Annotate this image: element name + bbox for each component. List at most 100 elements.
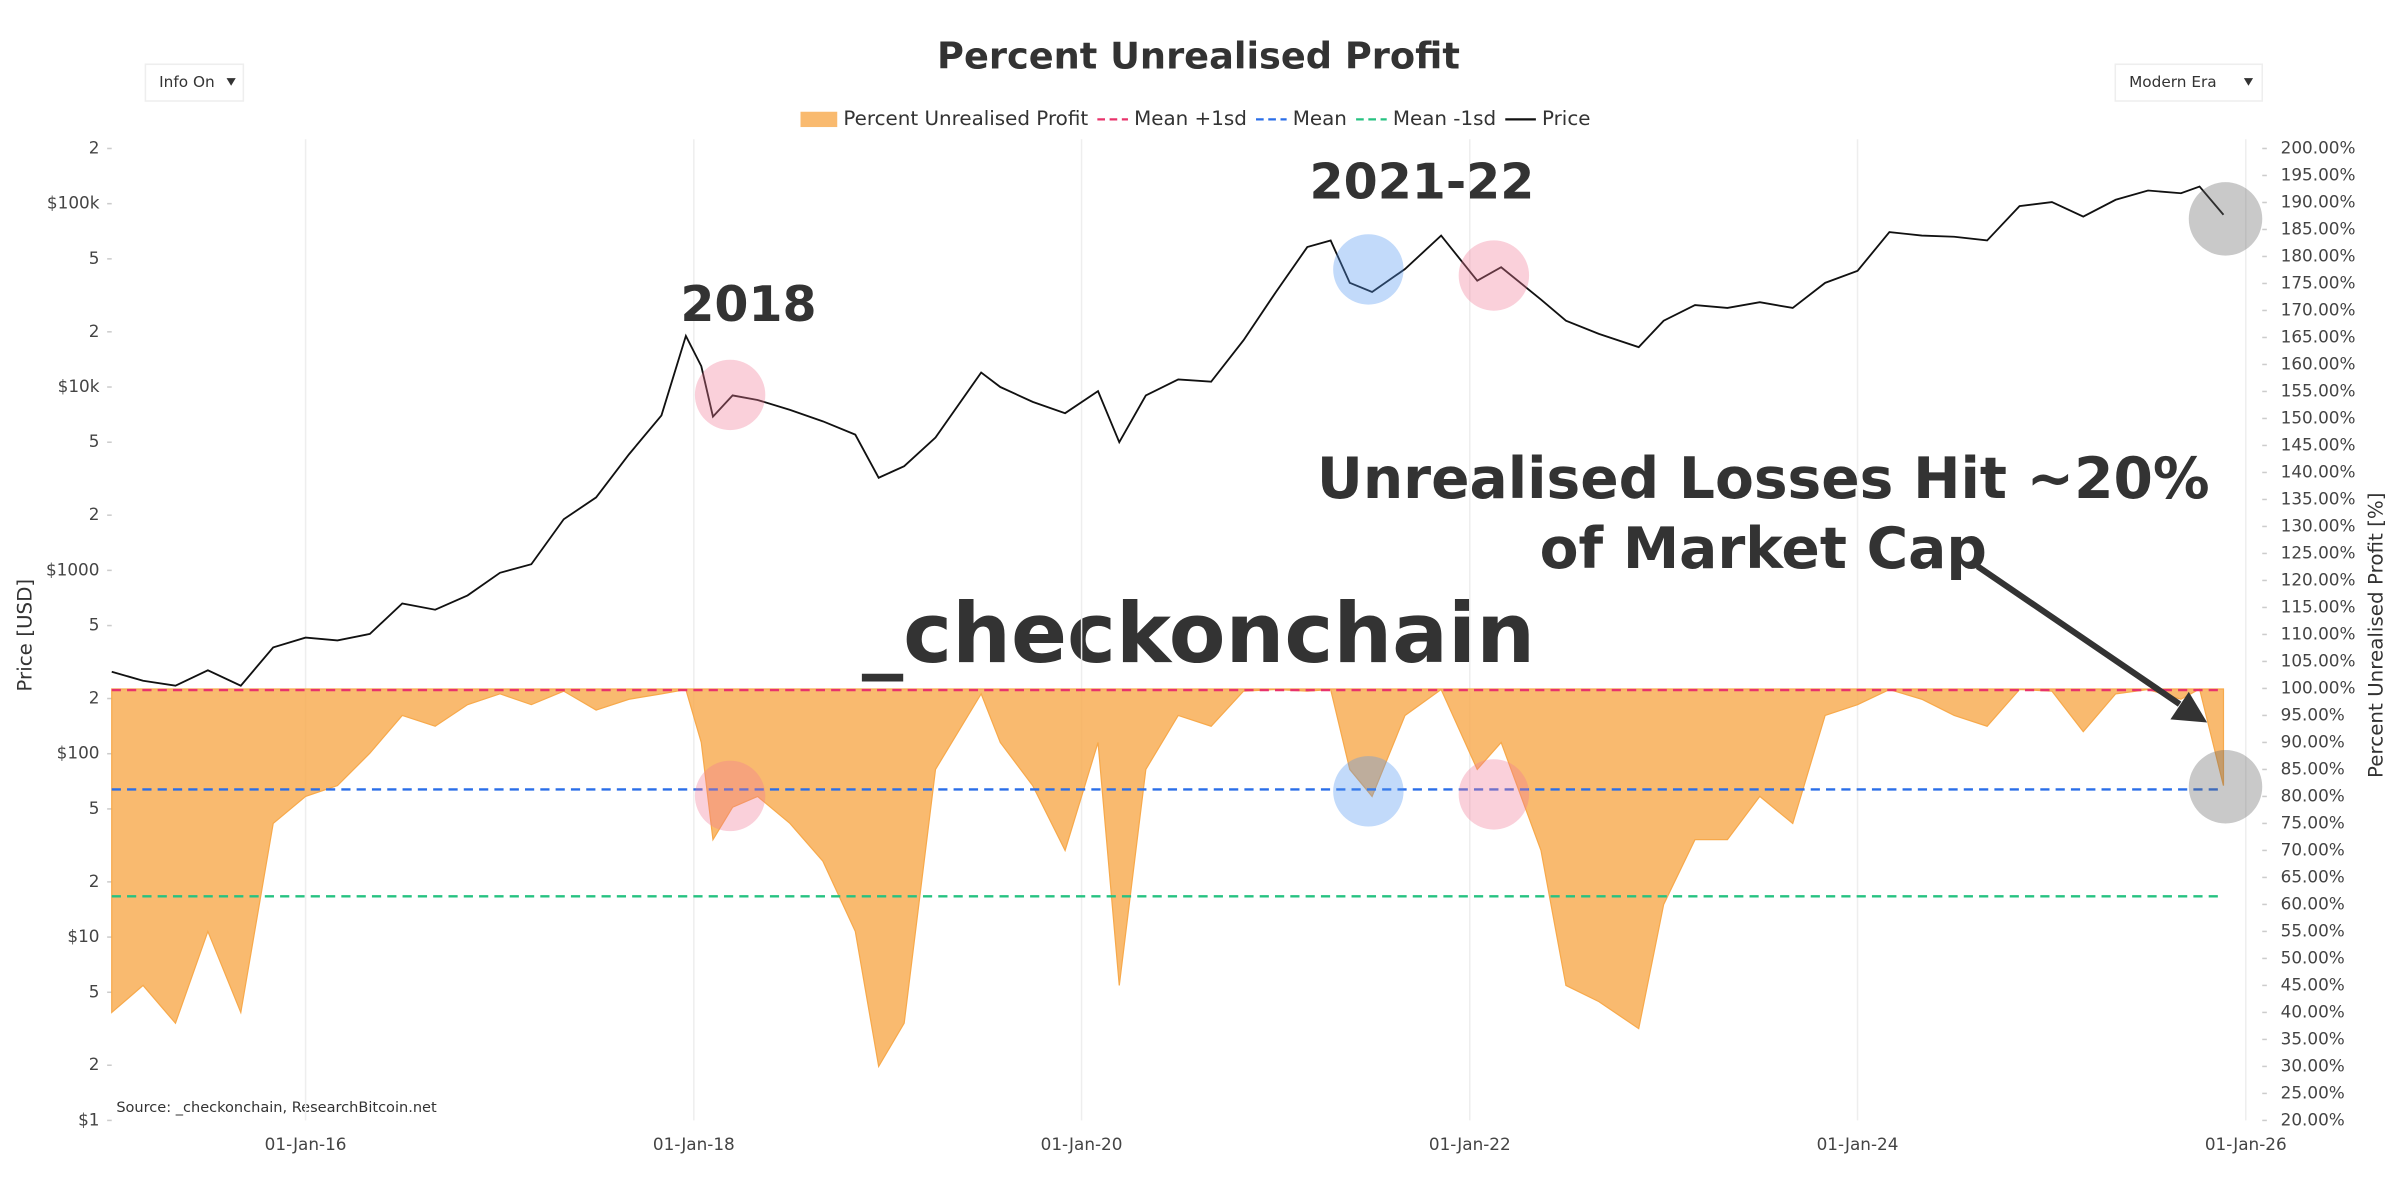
- dropdown-box[interactable]: [2114, 63, 2264, 102]
- x-tick-label: 01-Jan-16: [265, 1134, 347, 1154]
- dropdown-label[interactable]: Modern Era: [2129, 73, 2217, 91]
- legend-label: Price: [1542, 107, 1590, 130]
- area: [111, 688, 2225, 1069]
- highlight-circle: [1458, 759, 1530, 830]
- annotation: 2021-22: [1310, 154, 1535, 211]
- source-note: Source: _checkonchain, ResearchBitcoin.n…: [116, 1100, 437, 1116]
- y2-tick-label: 195.00%: [2281, 164, 2356, 184]
- legend: Percent Unrealised Profit Mean +1sd Mean Me…: [800, 107, 1590, 130]
- y2-tick-label: 145.00%: [2281, 434, 2356, 454]
- y2-tick-label: 65.00%: [2281, 866, 2345, 886]
- y2-tick-label: 110.00%: [2281, 623, 2356, 643]
- y2-tick-label: 55.00%: [2281, 920, 2345, 940]
- y2-tick-label: 75.00%: [2281, 812, 2345, 832]
- x-tick-label: 01-Jan-24: [1817, 1134, 1899, 1154]
- legend-swatch: [800, 111, 838, 128]
- arrow-head: [2170, 691, 2208, 723]
- y2-tick-label: 125.00%: [2281, 542, 2356, 562]
- y2-tick-label: 40.00%: [2281, 1001, 2345, 1021]
- highlight-circle: [694, 359, 766, 431]
- y2-tick-label: 115.00%: [2281, 596, 2356, 616]
- y2-tick-label: 170.00%: [2281, 299, 2356, 319]
- y2-tick-label: 80.00%: [2281, 785, 2345, 805]
- y-tick-label: 5: [89, 798, 100, 818]
- y2-tick-label: 200.00%: [2281, 137, 2356, 157]
- y2-tick-label: 30.00%: [2281, 1055, 2345, 1075]
- highlights: [694, 182, 2263, 832]
- y2-tick-label: 185.00%: [2281, 218, 2356, 238]
- highlight-circle: [2188, 182, 2263, 256]
- annotation: 2018: [680, 276, 816, 333]
- x-tick-label: 01-Jan-18: [653, 1134, 735, 1154]
- y-tick-label: $10k: [58, 376, 100, 396]
- highlight-circle: [1333, 234, 1404, 305]
- watermark: _checkonchain: [862, 586, 1535, 682]
- line: [111, 185, 2225, 687]
- y2-tick-label: 175.00%: [2281, 272, 2356, 292]
- legend-label: Mean: [1293, 107, 1347, 130]
- y-tick-label: 5: [89, 981, 100, 1001]
- y-tick-label: 2: [89, 504, 100, 524]
- y-tick-label: 5: [89, 248, 100, 268]
- highlight-circle: [2188, 750, 2263, 824]
- x-tick-label: 01-Jan-26: [2205, 1134, 2287, 1154]
- legend-label: Mean +1sd: [1134, 107, 1247, 130]
- y2-tick-label: 35.00%: [2281, 1028, 2345, 1048]
- y2-tick-label: 135.00%: [2281, 488, 2356, 508]
- y-tick-label: 2: [89, 1054, 100, 1074]
- chart-title: Percent Unrealised Profit: [937, 35, 1460, 78]
- y-tick-label: $1: [78, 1109, 99, 1129]
- x-tick-label: 01-Jan-20: [1041, 1134, 1123, 1154]
- legend-label: Mean -1sd: [1393, 107, 1496, 130]
- y-tick-label: 2: [89, 871, 100, 891]
- y-tick-label: 2: [89, 321, 100, 341]
- dropdown-caret[interactable]: [2243, 78, 2254, 86]
- y2-tick-label: 190.00%: [2281, 191, 2356, 211]
- y2-tick-label: 105.00%: [2281, 650, 2356, 670]
- dropdown-box[interactable]: [144, 63, 245, 102]
- y-tick-label: $10: [67, 926, 99, 946]
- arrow-shaft: [1975, 563, 2182, 707]
- highlight-circle: [1333, 756, 1404, 827]
- y2-tick-label: 70.00%: [2281, 839, 2345, 859]
- highlight-circle: [1458, 240, 1530, 311]
- y2-tick-label: 90.00%: [2281, 731, 2345, 751]
- dropdown-label[interactable]: Info On: [159, 73, 215, 91]
- y-tick-label: 2: [89, 137, 100, 157]
- dropdown[interactable]: Modern Era: [2114, 63, 2264, 102]
- dropdown[interactable]: Info On: [144, 63, 245, 102]
- callout-arrow: [1975, 563, 2208, 723]
- y-tick-label: $100k: [47, 193, 100, 213]
- y2-tick-label: 25.00%: [2281, 1082, 2345, 1102]
- y-tick-label: $1000: [46, 559, 100, 579]
- dropdown-caret[interactable]: [226, 78, 236, 86]
- y-tick-label: $100: [57, 743, 100, 763]
- y2-tick-label: 160.00%: [2281, 353, 2356, 373]
- highlight-circle: [694, 760, 766, 832]
- y-tick-label: 5: [89, 431, 100, 451]
- y2-axis-title: Percent Unrealised Profit [%]: [2365, 492, 2388, 778]
- y2-tick-label: 130.00%: [2281, 515, 2356, 535]
- y2-tick-label: 60.00%: [2281, 893, 2345, 913]
- callout-text: Unrealised Losses Hit ~20%: [1317, 446, 2210, 512]
- y2-tick-label: 20.00%: [2281, 1109, 2345, 1129]
- y2-tick-label: 180.00%: [2281, 245, 2356, 265]
- y2-tick-label: 50.00%: [2281, 947, 2345, 967]
- legend-label: Percent Unrealised Profit: [843, 107, 1088, 130]
- y2-tick-label: 120.00%: [2281, 569, 2356, 589]
- y2-tick-label: 140.00%: [2281, 461, 2356, 481]
- y2-tick-label: 85.00%: [2281, 758, 2345, 778]
- y2-tick-label: 100.00%: [2281, 677, 2356, 697]
- y2-tick-label: 95.00%: [2281, 704, 2345, 724]
- y2-tick-label: 45.00%: [2281, 974, 2345, 994]
- callout-text: of Market Cap: [1540, 516, 1987, 582]
- y-axis-title: Price [USD]: [14, 579, 37, 692]
- y2-tick-label: 150.00%: [2281, 407, 2356, 427]
- y-tick-label: 2: [89, 688, 100, 708]
- x-tick-label: 01-Jan-22: [1429, 1134, 1511, 1154]
- y2-tick-label: 165.00%: [2281, 326, 2356, 346]
- y-tick-label: 5: [89, 615, 100, 635]
- plot-area: 01-Jan-16 01-Jan-18 01-Jan-20 01-Jan-22 01-J…: [46, 137, 2356, 1153]
